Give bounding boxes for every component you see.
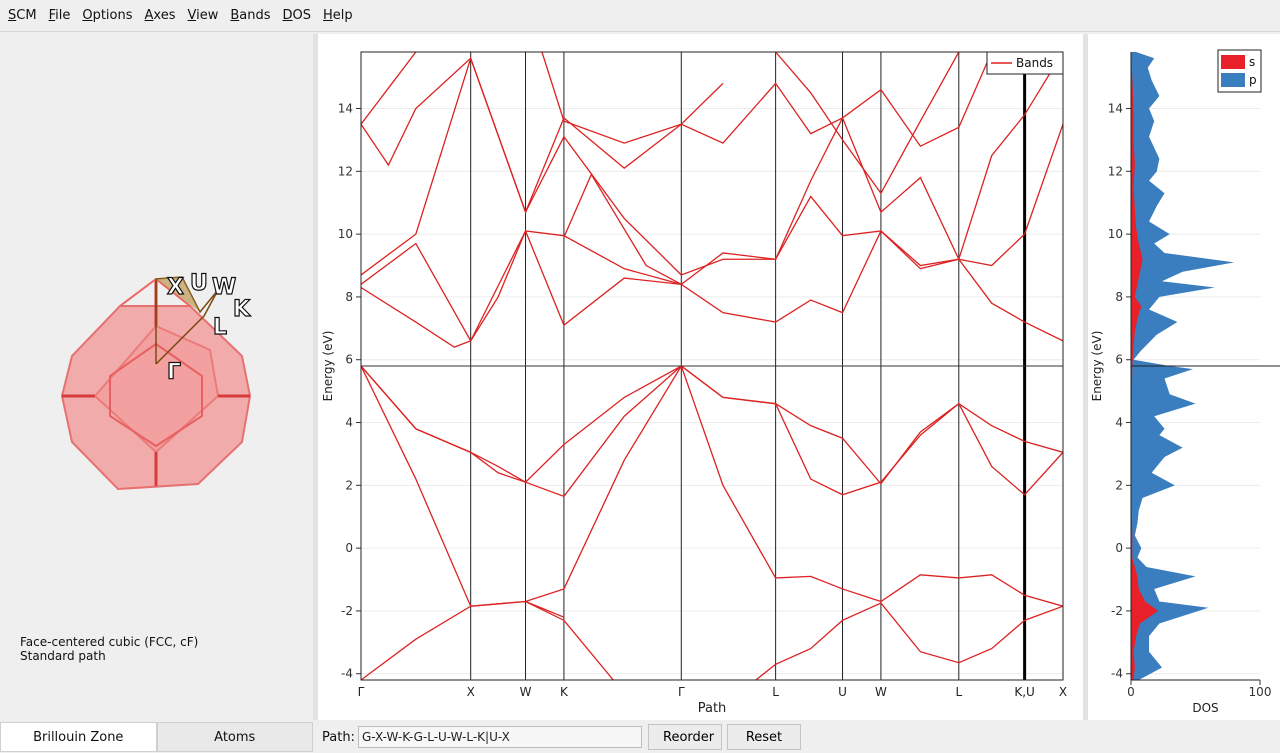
x-tick-label: K,U <box>1014 685 1034 699</box>
y-tick-label: 0 <box>1115 541 1123 555</box>
y-tick-label: 12 <box>338 164 353 178</box>
legend: sp <box>1217 49 1262 93</box>
y-tick-label: 10 <box>338 227 353 241</box>
y-axis-label: Energy (eV) <box>321 331 335 402</box>
y-tick-label: 4 <box>345 416 353 430</box>
x-tick-label: Γ <box>358 685 365 699</box>
x-tick-label: U <box>838 685 847 699</box>
legend-swatch-p <box>1221 73 1245 87</box>
x-tick-label: K <box>560 685 569 699</box>
band-line <box>361 52 1063 276</box>
x-axis-label: Path <box>698 701 727 716</box>
x-tick-label: W <box>520 685 532 699</box>
plot-frame <box>360 51 1064 681</box>
brillouin-zone-panel[interactable]: X U W K L Γ Face-centered cubic (FCC, cF… <box>0 34 313 720</box>
brillouin-zone-view[interactable]: X U W K L Γ <box>0 34 313 594</box>
brillouin-path <box>155 276 219 365</box>
menu-file[interactable]: File <box>48 7 71 23</box>
menu-bar: SCM File Options Axes View Bands DOS Hel… <box>0 0 1280 32</box>
dos-s-area <box>1131 58 1159 680</box>
y-tick-label: 8 <box>345 290 353 304</box>
band-line <box>755 602 1063 680</box>
band-line <box>361 229 1063 348</box>
menu-help[interactable]: Help <box>323 7 353 23</box>
y-tick-label: 6 <box>345 353 353 367</box>
x-tick-label: L <box>772 685 779 699</box>
kpoint-label: W <box>212 275 236 300</box>
y-axis-label: Energy (eV) <box>1090 331 1104 402</box>
y-tick-label: 2 <box>345 478 353 492</box>
legend-label: s <box>1249 55 1255 69</box>
x-tick-label: W <box>875 685 887 699</box>
x-tick-label: 100 <box>1249 685 1272 699</box>
band-line <box>361 600 614 680</box>
band-line <box>361 124 1063 343</box>
legend: Bands <box>986 51 1064 75</box>
x-tick-label: X <box>1059 685 1067 699</box>
band-structure-panel[interactable]: -4 -2 0 2 4 6 8 10 12 14 Γ X W K Γ L U W L K,U X Path Energy (… <box>318 34 1083 720</box>
y-tick-label: 10 <box>1108 227 1123 241</box>
legend-box <box>986 51 1064 75</box>
splitter-left[interactable] <box>313 34 318 720</box>
band-structure-chart[interactable]: -4 -2 0 2 4 6 8 10 12 14 Γ X W K Γ L U W L K,U X Path Energy (… <box>318 34 1083 720</box>
lattice-info: Face-centered cubic (FCC, cF) Standard p… <box>20 635 198 663</box>
dos-chart[interactable]: -4 -2 0 2 4 6 8 10 12 14 0 100 DOS Energy (eV) sp <box>1088 34 1280 720</box>
y-tick-label: 14 <box>1108 102 1123 116</box>
brillouin-zone-solid <box>60 278 252 491</box>
path-bar: Path: Reorder Reset <box>318 722 801 752</box>
y-tick-label: 2 <box>1115 478 1123 492</box>
path-type: Standard path <box>20 649 106 663</box>
x-tick-label: X <box>467 685 475 699</box>
kpoint-label: K <box>233 297 251 322</box>
band-line <box>361 365 1063 498</box>
x-tick-label: 0 <box>1127 685 1135 699</box>
band-line <box>775 52 960 195</box>
kpoint-label: U <box>190 271 208 296</box>
band-line <box>563 173 682 285</box>
k-point-labels: X U W K L Γ <box>166 270 251 385</box>
y-tick-label: 14 <box>338 102 353 116</box>
x-tick-label: Γ <box>678 685 685 699</box>
legend-label: p <box>1249 73 1257 87</box>
menu-options[interactable]: Options <box>82 7 133 23</box>
menu-bands[interactable]: Bands <box>230 7 271 23</box>
y-tick-label: -2 <box>1111 604 1123 618</box>
band-line <box>361 52 993 214</box>
x-axis-label: DOS <box>1192 701 1218 715</box>
y-tick-label: 8 <box>1115 290 1123 304</box>
menu-scm[interactable]: SCM <box>8 7 37 23</box>
tab-brillouin-zone[interactable]: Brillouin Zone <box>0 722 157 752</box>
y-tick-label: 4 <box>1115 416 1123 430</box>
tab-atoms[interactable]: Atoms <box>156 722 313 752</box>
y-tick-label: 0 <box>345 541 353 555</box>
path-input[interactable] <box>358 726 642 748</box>
y-tick-label: -4 <box>1111 667 1123 681</box>
bands-group <box>361 52 1063 680</box>
kpoint-label: Γ <box>167 360 181 385</box>
legend-label: Bands <box>1016 56 1053 70</box>
y-tick-label: 6 <box>1115 353 1123 367</box>
menu-axes[interactable]: Axes <box>144 7 176 23</box>
y-tick-label: 12 <box>1108 164 1123 178</box>
band-line <box>361 365 1063 485</box>
menu-dos[interactable]: DOS <box>282 7 312 23</box>
lattice-type: Face-centered cubic (FCC, cF) <box>20 635 199 649</box>
x-tick-label: L <box>955 685 962 699</box>
menu-view[interactable]: View <box>187 7 219 23</box>
kpoint-label: X <box>167 275 184 300</box>
kpoint-label: L <box>213 315 227 340</box>
left-tab-bar: Brillouin Zone Atoms <box>0 722 313 752</box>
band-line <box>541 52 724 144</box>
dos-panel[interactable]: -4 -2 0 2 4 6 8 10 12 14 0 100 DOS Energy (eV) s p <box>1088 34 1280 720</box>
reset-button[interactable]: Reset <box>727 724 801 750</box>
band-line <box>361 364 1063 607</box>
band-line <box>361 52 417 125</box>
y-tick-label: -2 <box>341 604 353 618</box>
reorder-button[interactable]: Reorder <box>648 724 722 750</box>
path-label: Path: <box>322 729 355 745</box>
y-tick-label: -4 <box>341 667 353 681</box>
splitter-right[interactable] <box>1083 34 1088 720</box>
band-line <box>525 600 565 618</box>
legend-swatch-s <box>1221 55 1245 69</box>
